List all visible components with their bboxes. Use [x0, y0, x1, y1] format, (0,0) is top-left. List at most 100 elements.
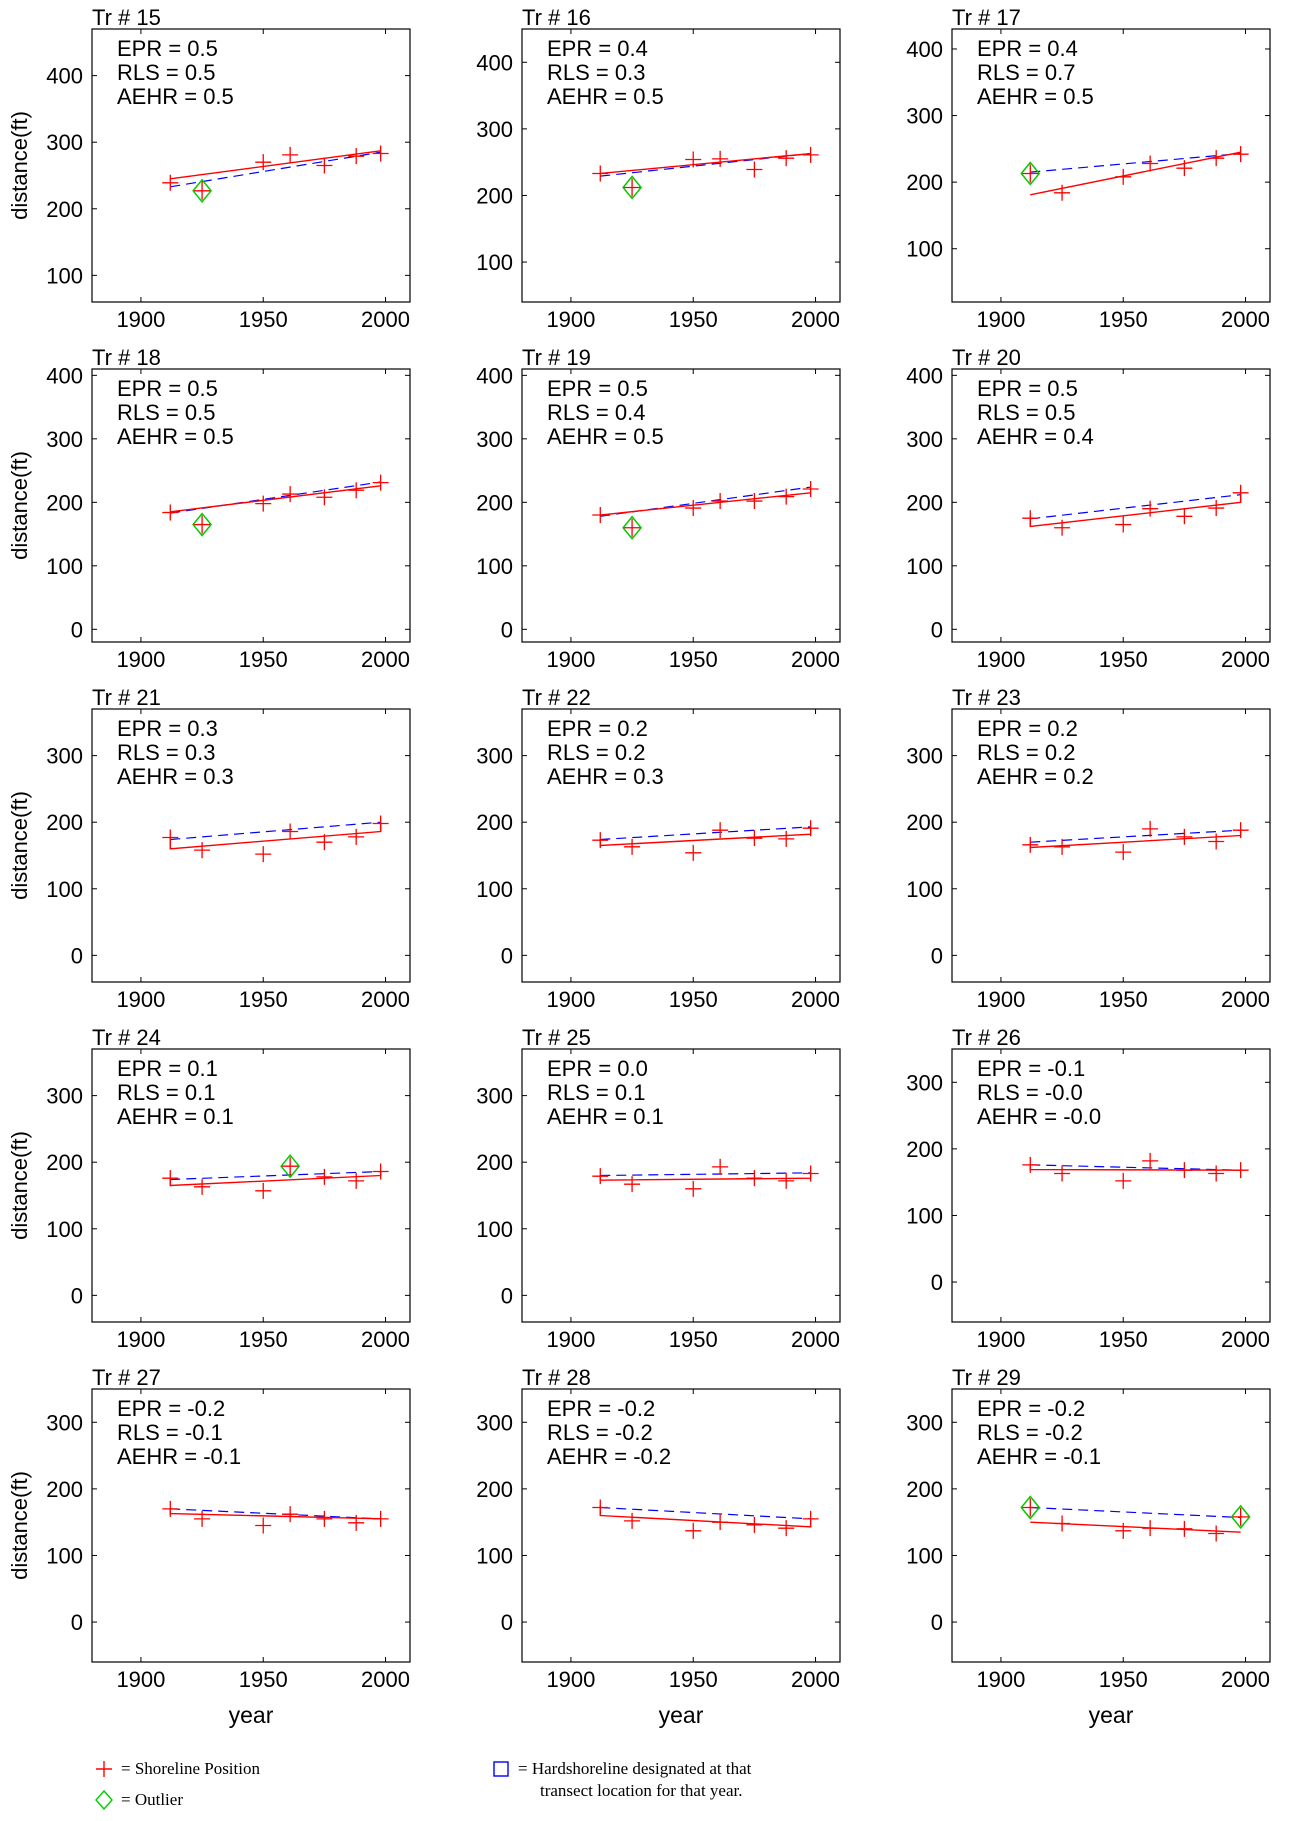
shoreline-point: [1232, 1162, 1249, 1179]
stat-rls: RLS = 0.4: [547, 400, 645, 425]
axes-frame: [521, 1388, 841, 1663]
outlier-point: [1022, 164, 1039, 183]
fit-line-dashed: [1030, 152, 1241, 173]
x-tick-label: 2000: [1221, 307, 1270, 332]
shoreline-point: [1176, 508, 1193, 525]
shoreline-point: [746, 1170, 763, 1187]
panel-title: Tr # 24: [92, 1025, 161, 1050]
y-tick-label: 300: [46, 744, 83, 769]
shoreline-point: [778, 150, 795, 167]
x-tick-label: 1950: [239, 1667, 288, 1692]
y-axis-label: distance(ft): [7, 451, 32, 560]
stat-epr: EPR = 0.5: [977, 376, 1078, 401]
stat-aehr: AEHR = 0.5: [117, 84, 234, 109]
y-tick-label: 200: [906, 1477, 943, 1502]
y-tick-label: 0: [501, 1283, 513, 1308]
stat-rls: RLS = 0.2: [977, 740, 1075, 765]
stat-aehr: AEHR = 0.3: [117, 764, 234, 789]
panel-title: Tr # 28: [522, 1365, 591, 1390]
x-tick-label: 1900: [976, 1327, 1025, 1352]
shoreline-point: [372, 145, 389, 162]
stat-epr: EPR = -0.2: [117, 1396, 225, 1421]
shoreline-point: [624, 1512, 641, 1529]
y-tick-label: 0: [931, 1610, 943, 1635]
shoreline-point: [162, 504, 179, 521]
stat-rls: RLS = 0.2: [547, 740, 645, 765]
stat-aehr: AEHR = 0.1: [117, 1104, 234, 1129]
legend-shoreline-label: = Shoreline Position: [121, 1759, 260, 1779]
y-tick-label: 400: [46, 64, 83, 89]
y-tick-label: 200: [476, 810, 513, 835]
x-tick-label: 2000: [791, 1327, 840, 1352]
y-tick-label: 0: [931, 1270, 943, 1295]
y-tick-label: 300: [46, 1410, 83, 1435]
shoreline-point: [1176, 160, 1193, 177]
shoreline-point: [746, 1516, 763, 1533]
shoreline-point: [802, 820, 819, 837]
x-tick-label: 2000: [361, 987, 410, 1012]
stat-aehr: AEHR = -0.1: [117, 1444, 241, 1469]
y-tick-label: 400: [476, 363, 513, 388]
stat-aehr: AEHR = 0.4: [977, 424, 1094, 449]
shoreline-point: [194, 1178, 211, 1195]
shoreline-point: [592, 165, 609, 182]
shoreline-point: [685, 1180, 702, 1197]
x-tick-label: 1950: [669, 987, 718, 1012]
shoreline-point: [1208, 1165, 1225, 1182]
shoreline-point: [1232, 822, 1249, 839]
fit-line-dashed: [170, 1508, 381, 1520]
y-tick-label: 300: [906, 744, 943, 769]
y-tick-label: 0: [501, 617, 513, 642]
y-tick-label: 100: [476, 877, 513, 902]
outlier-marker: [192, 512, 213, 537]
x-tick-label: 1900: [546, 1327, 595, 1352]
fit-line-dashed: [1030, 829, 1241, 843]
x-tick-label: 2000: [361, 647, 410, 672]
stat-rls: RLS = -0.2: [547, 1420, 653, 1445]
panel-15: 1900 1950 2000 0 100 200 300 Tr # 29 EPR = -0.2R…: [906, 1365, 1271, 1728]
shoreline-point: [778, 830, 795, 847]
x-tick-label: 1900: [976, 987, 1025, 1012]
y-tick-label: 300: [476, 1410, 513, 1435]
y-tick-label: 300: [906, 427, 943, 452]
y-axis-label: distance(ft): [7, 1471, 32, 1580]
stat-rls: RLS = 0.1: [547, 1080, 645, 1105]
y-tick-label: 300: [476, 1084, 513, 1109]
panel-title: Tr # 26: [952, 1025, 1021, 1050]
shoreline-point: [282, 146, 299, 163]
stat-epr: EPR = -0.1: [977, 1056, 1085, 1081]
y-tick-label: 200: [906, 810, 943, 835]
shoreline-point: [1142, 1152, 1159, 1169]
x-tick-label: 1950: [1099, 1327, 1148, 1352]
y-tick-label: 200: [46, 197, 83, 222]
x-tick-label: 2000: [791, 647, 840, 672]
shoreline-point: [282, 823, 299, 840]
shoreline-point: [712, 822, 729, 839]
x-tick-label: 1950: [669, 1327, 718, 1352]
y-tick-label: 100: [476, 1217, 513, 1242]
outlier-point: [1022, 1498, 1039, 1517]
y-tick-label: 300: [476, 744, 513, 769]
fit-line-solid: [600, 152, 811, 175]
y-axis-label: distance(ft): [7, 791, 32, 900]
shoreline-point: [1115, 1172, 1132, 1189]
shoreline-point: [348, 148, 365, 165]
stat-epr: EPR = 0.3: [117, 716, 218, 741]
panel-13: 1900 1950 2000 0 100 200 300 Tr # 27 EPR = -0.2R…: [7, 1365, 411, 1728]
axes-frame: [951, 1048, 1271, 1323]
x-tick-label: 1900: [546, 987, 595, 1012]
stat-rls: RLS = 0.3: [547, 60, 645, 85]
panel-12: 1900 1950 2000 0 100 200 300 Tr # 26 EPR = -0.1R…: [906, 1025, 1271, 1352]
axes-frame: [951, 1388, 1271, 1663]
shoreline-point: [1115, 844, 1132, 861]
y-tick-label: 100: [476, 1543, 513, 1568]
axes-frame: [91, 368, 411, 643]
panel-title: Tr # 21: [92, 685, 161, 710]
shoreline-point: [1208, 833, 1225, 850]
y-tick-label: 200: [906, 490, 943, 515]
y-axis-label: distance(ft): [7, 111, 32, 220]
axes-frame: [521, 1048, 841, 1323]
shoreline-point: [778, 488, 795, 505]
panel-title: Tr # 18: [92, 345, 161, 370]
shoreline-point: [194, 842, 211, 859]
